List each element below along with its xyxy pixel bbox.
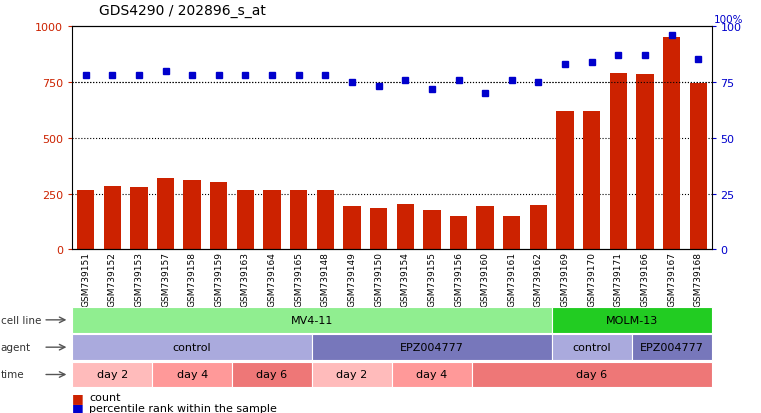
Bar [317, 191, 334, 250]
Text: MOLM-13: MOLM-13 [606, 315, 658, 325]
Text: ■: ■ [72, 391, 84, 404]
Bar [183, 181, 201, 250]
Bar [610, 74, 627, 250]
Bar [689, 84, 707, 250]
Bar [343, 206, 361, 250]
Bar [583, 112, 600, 250]
Bar [450, 216, 467, 250]
Text: day 4: day 4 [177, 370, 208, 380]
Text: day 6: day 6 [576, 370, 607, 380]
Bar [210, 183, 228, 250]
Text: day 2: day 2 [97, 370, 128, 380]
Bar [476, 206, 494, 250]
Bar [263, 191, 281, 250]
Bar [396, 204, 414, 250]
Bar [636, 75, 654, 250]
Bar [290, 191, 307, 250]
Text: 100%: 100% [714, 15, 743, 25]
Bar [556, 112, 574, 250]
Bar [157, 178, 174, 250]
Bar [237, 191, 254, 250]
Bar [77, 191, 94, 250]
Text: count: count [89, 392, 120, 402]
Bar [103, 186, 121, 250]
Text: EPZ004777: EPZ004777 [400, 342, 463, 352]
Bar [370, 209, 387, 250]
Text: control: control [572, 342, 611, 352]
Text: cell line: cell line [1, 315, 41, 325]
Bar [663, 38, 680, 250]
Text: day 4: day 4 [416, 370, 447, 380]
Bar [503, 216, 521, 250]
Text: GDS4290 / 202896_s_at: GDS4290 / 202896_s_at [99, 4, 266, 18]
Text: ■: ■ [72, 401, 84, 413]
Text: agent: agent [1, 342, 31, 352]
Text: EPZ004777: EPZ004777 [640, 342, 703, 352]
Text: percentile rank within the sample: percentile rank within the sample [89, 403, 277, 413]
Text: time: time [1, 370, 24, 380]
Text: MV4-11: MV4-11 [291, 315, 333, 325]
Text: day 6: day 6 [256, 370, 288, 380]
Bar [530, 205, 547, 250]
Bar [130, 188, 148, 250]
Bar [423, 211, 441, 250]
Text: day 2: day 2 [336, 370, 368, 380]
Text: control: control [173, 342, 212, 352]
